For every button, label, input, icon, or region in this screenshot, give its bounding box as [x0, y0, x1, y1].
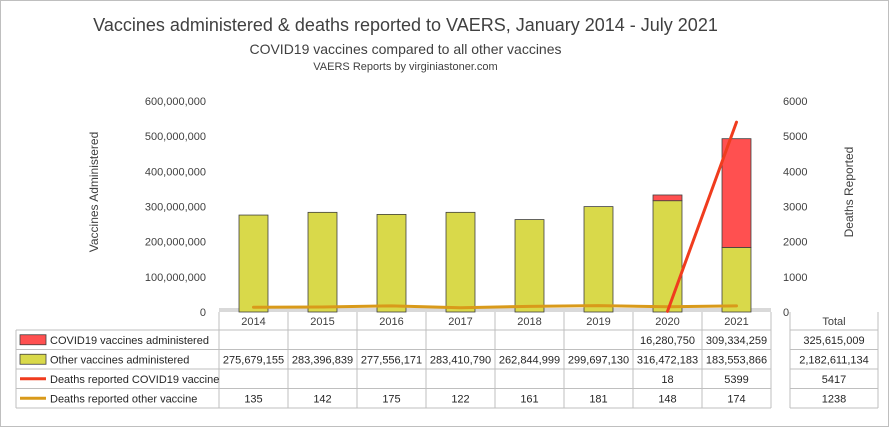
left-tick-label: 400,000,000 — [145, 166, 206, 178]
legend-label: Other vaccines administered — [50, 354, 189, 366]
data-label: 161 — [520, 393, 538, 405]
data-label: 18 — [661, 374, 673, 386]
plot-floor — [219, 308, 771, 312]
right-tick-label: 3000 — [783, 202, 807, 214]
chart-subtitle: COVID19 vaccines compared to all other v… — [249, 41, 562, 57]
legend-key — [19, 334, 47, 346]
data-label: 283,410,790 — [430, 354, 491, 366]
legend-label: Deaths reported other vaccine — [50, 393, 197, 405]
bar-other-vaccines — [652, 200, 683, 313]
bar-covid19-vaccines — [652, 194, 683, 202]
right-tick-label: 1000 — [783, 272, 807, 284]
legend-label: COVID19 vaccines administered — [50, 335, 209, 347]
y-axis-left-title: Vaccines Administered — [87, 132, 101, 253]
left-tick-label: 200,000,000 — [145, 237, 206, 249]
data-label: 174 — [727, 393, 745, 405]
data-label: 135 — [244, 393, 262, 405]
bar-other-vaccines — [514, 219, 545, 313]
right-tick-label: 6000 — [783, 96, 807, 108]
total-header: Total — [822, 316, 845, 328]
total-value: 2,182,611,134 — [799, 354, 869, 366]
x-tick-label: 2018 — [517, 316, 541, 328]
x-tick-label: 2016 — [379, 316, 403, 328]
chart-source: VAERS Reports by virginiastoner.com — [313, 61, 498, 73]
left-tick-label: 100,000,000 — [145, 272, 206, 284]
bar-covid19-vaccines — [721, 138, 752, 248]
data-label: 148 — [658, 393, 676, 405]
data-label: 299,697,130 — [568, 354, 629, 366]
x-tick-label: 2019 — [586, 316, 610, 328]
x-tick-label: 2017 — [448, 316, 472, 328]
bar-other-vaccines — [445, 211, 476, 313]
right-tick-label: 4000 — [783, 166, 807, 178]
x-tick-label: 2021 — [724, 316, 748, 328]
right-tick-label: 5000 — [783, 131, 807, 143]
left-tick-label: 500,000,000 — [145, 131, 206, 143]
left-tick-label: 0 — [200, 307, 206, 319]
right-tick-label: 0 — [783, 307, 789, 319]
data-label: 283,396,839 — [292, 354, 353, 366]
bar-other-vaccines — [307, 211, 338, 313]
total-value: 1238 — [822, 393, 846, 405]
data-label: 277,556,171 — [361, 354, 422, 366]
data-label: 183,553,866 — [706, 354, 767, 366]
chart-title: Vaccines administered & deaths reported … — [93, 15, 718, 35]
total-value: 5417 — [822, 374, 846, 386]
bar-other-vaccines — [721, 247, 752, 313]
data-label: 181 — [589, 393, 607, 405]
left-tick-label: 600,000,000 — [145, 96, 206, 108]
data-label: 142 — [313, 393, 331, 405]
bar-other-vaccines — [238, 214, 269, 313]
data-label: 275,679,155 — [223, 354, 284, 366]
left-tick-label: 300,000,000 — [145, 202, 206, 214]
legend-label: Deaths reported COVID19 vaccine — [50, 374, 219, 386]
data-label: 316,472,183 — [637, 354, 698, 366]
bar-other-vaccines — [583, 206, 614, 313]
total-value: 325,615,009 — [803, 335, 864, 347]
data-label: 175 — [382, 393, 400, 405]
bar-other-vaccines — [376, 213, 407, 313]
data-label: 262,844,999 — [499, 354, 560, 366]
x-tick-label: 2014 — [241, 316, 265, 328]
line-deaths-covid19-vaccine — [666, 120, 738, 313]
y-axis-right-title: Deaths Reported — [842, 147, 856, 238]
data-label: 5399 — [724, 374, 748, 386]
data-label: 122 — [451, 393, 469, 405]
legend-key — [19, 353, 47, 365]
data-label: 16,280,750 — [640, 335, 695, 347]
x-tick-label: 2015 — [310, 316, 334, 328]
right-tick-label: 2000 — [783, 237, 807, 249]
data-label: 309,334,259 — [706, 335, 767, 347]
line-deaths-other-vaccine — [252, 304, 738, 310]
x-tick-label: 2020 — [655, 316, 679, 328]
